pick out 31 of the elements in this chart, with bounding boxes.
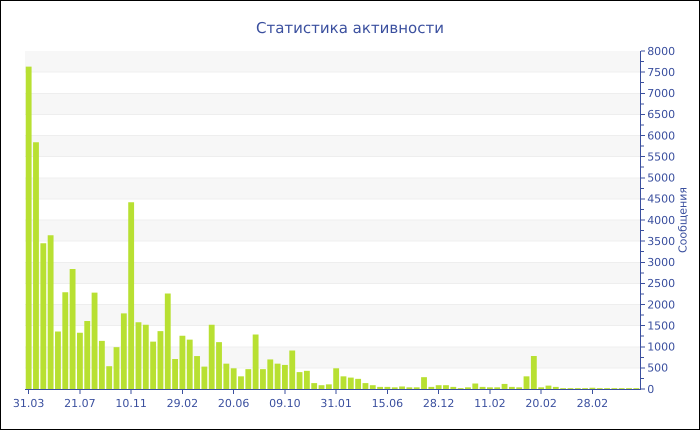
x-tick-label: 28.12: [422, 397, 454, 410]
y-tick-label: 8000: [647, 44, 676, 58]
x-tick-label: 28.02: [576, 397, 608, 410]
x-tick-label: 11.02: [474, 397, 506, 410]
y-tick-label: 1500: [647, 319, 676, 332]
x-tick-label: 20.02: [525, 397, 557, 410]
y-tick-label: 7500: [647, 66, 676, 79]
chart-title: Статистика активности: [256, 18, 444, 37]
x-tick-label: 15.06: [372, 397, 404, 410]
y-tick-label: 1000: [647, 340, 676, 354]
y-tick-label: 2000: [647, 298, 676, 312]
x-tick-label: 21.07: [64, 397, 96, 410]
y-tick-label: 5500: [647, 150, 676, 164]
y-tick-label: 2500: [647, 277, 676, 290]
y-tick-label: 5000: [647, 172, 676, 185]
y-tick-label: 6500: [647, 108, 676, 122]
y-tick-label: 500: [647, 362, 668, 375]
x-tick-label: 20.06: [218, 397, 250, 410]
y-tick-label: 0: [647, 382, 654, 396]
x-tick-label: 31.01: [320, 397, 352, 410]
x-tick-label: 10.11: [115, 397, 147, 410]
y-tick-label: 4000: [647, 214, 676, 227]
y-tick-label: 4500: [647, 192, 676, 206]
y-tick-label: 3000: [647, 256, 676, 270]
y-tick-label: 7000: [647, 87, 676, 100]
x-tick-label: 09.10: [269, 397, 301, 410]
y-axis-title: Сообщения: [676, 186, 690, 254]
y-tick-label: 3500: [647, 234, 676, 248]
x-tick-label: 29.02: [166, 397, 198, 410]
y-tick-label: 6000: [647, 129, 676, 142]
x-tick-label: 31.03: [12, 397, 44, 410]
